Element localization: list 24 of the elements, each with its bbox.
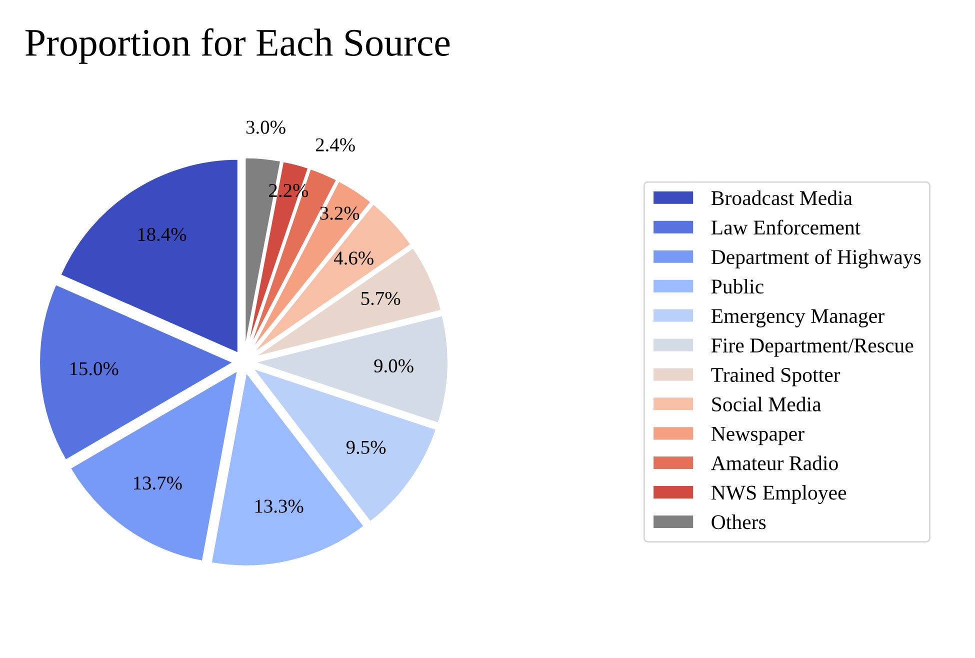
data-label: 13.3% xyxy=(255,500,304,513)
legend-label: Others xyxy=(712,514,766,530)
legend-label: Law Enforcement xyxy=(711,220,861,235)
chart-title: Proportion for Each Source xyxy=(25,28,450,64)
legend-label: NWS Employee xyxy=(711,485,846,504)
legend-label: Emergency Manager xyxy=(711,309,884,328)
legend-label: Newspaper xyxy=(711,426,804,446)
legend-label: Trained Spotter xyxy=(711,367,840,386)
data-label: 3.0% xyxy=(246,120,286,134)
data-label: 2.4% xyxy=(316,138,355,152)
legend-label: Fire Department/Rescue xyxy=(711,338,914,357)
data-label: 9.0% xyxy=(374,359,414,373)
data-label: 9.5% xyxy=(346,440,386,454)
legend-label: Department of Highways xyxy=(711,249,921,268)
data-label: 13.7% xyxy=(134,476,182,490)
data-label: 3.2% xyxy=(320,206,360,220)
legend-label: Amateur Radio xyxy=(711,456,838,470)
legend-label: Social Media xyxy=(712,396,822,412)
data-label: 18.4% xyxy=(138,228,186,242)
legend-label: Broadcast Media xyxy=(711,190,852,206)
data-label: 5.7% xyxy=(361,292,400,306)
data-label: 4.6% xyxy=(334,252,374,265)
data-label: 15.0% xyxy=(70,362,118,376)
legend-label: Public xyxy=(711,278,764,294)
